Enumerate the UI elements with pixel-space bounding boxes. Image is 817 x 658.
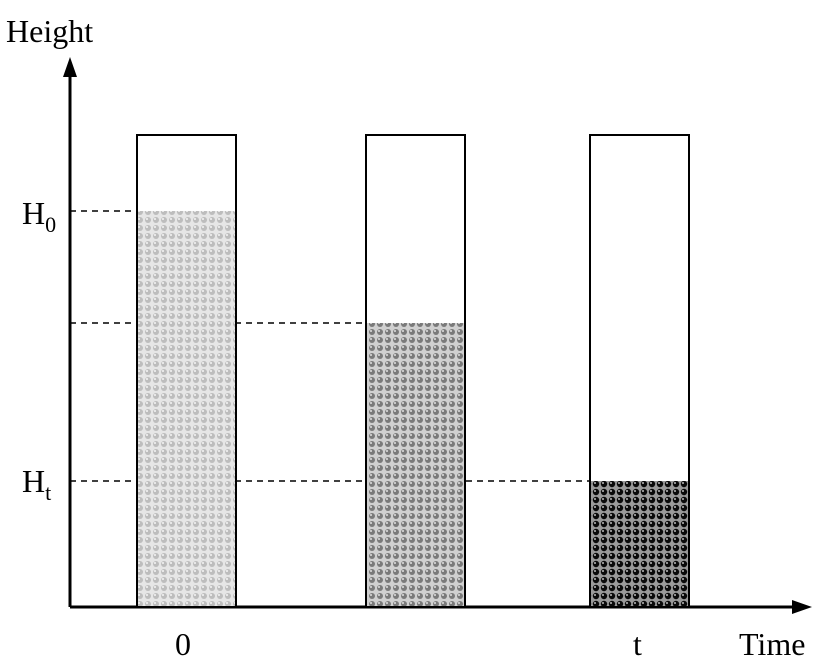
tube-outline-intermediate bbox=[365, 134, 466, 608]
y-axis-arrowhead bbox=[63, 57, 77, 77]
y-axis-title: Height bbox=[6, 13, 93, 49]
sediment-fill-intermediate bbox=[367, 323, 464, 607]
tube-outline-time-t bbox=[589, 134, 690, 608]
sediment-fill-time-0 bbox=[138, 211, 235, 607]
tube-intermediate bbox=[365, 134, 466, 608]
x-tick-0: 0 bbox=[175, 626, 191, 658]
sediment-fill-time-t bbox=[591, 481, 688, 607]
tube-time-0 bbox=[136, 134, 237, 608]
y-tick-ht: Ht bbox=[22, 463, 51, 505]
tube-outline-time-0 bbox=[136, 134, 237, 608]
x-axis-title: Time bbox=[739, 626, 805, 658]
x-axis-arrowhead bbox=[792, 600, 812, 614]
y-tick-h0: H0 bbox=[22, 195, 56, 237]
x-tick-t: t bbox=[633, 626, 642, 658]
tube-time-t bbox=[589, 134, 690, 608]
